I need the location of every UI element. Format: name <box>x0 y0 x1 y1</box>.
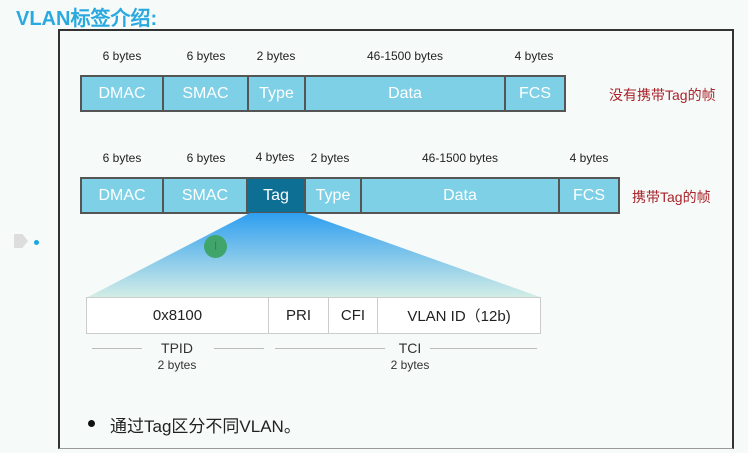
tpid-size: 2 bytes <box>157 358 197 372</box>
field-dmac: DMAC <box>80 177 164 214</box>
field-fcs: FCS <box>504 75 566 112</box>
field-vlan-id: VLAN ID（12b) <box>377 297 541 334</box>
field-pri: PRI <box>268 297 329 334</box>
size-label: 6 bytes <box>186 151 226 165</box>
page-title: VLAN标签介绍: <box>16 8 158 30</box>
field-fcs: FCS <box>558 177 620 214</box>
side-marker <box>14 234 28 248</box>
field-cfi: CFI <box>328 297 378 334</box>
cursor-highlight: I <box>204 235 227 258</box>
size-label: 6 bytes <box>102 49 142 63</box>
size-label: 6 bytes <box>102 151 142 165</box>
untagged-caption: 没有携带Tag的帧 <box>609 87 716 103</box>
field-data: Data <box>360 177 560 214</box>
tpid-value: 0x8100 <box>86 297 269 334</box>
size-label: 4 bytes <box>255 150 295 164</box>
size-label: 6 bytes <box>186 49 226 63</box>
field-data: Data <box>304 75 506 112</box>
size-label: 46-1500 bytes <box>421 151 499 165</box>
tci-arrow-left <box>275 348 385 349</box>
side-dot <box>34 240 39 245</box>
tagged-caption: 携带Tag的帧 <box>632 189 711 205</box>
field-type: Type <box>304 177 362 214</box>
tci-arrow-right <box>430 348 537 349</box>
tci-size: 2 bytes <box>390 358 430 372</box>
tpid-arrow-right <box>214 348 264 349</box>
size-label: 2 bytes <box>310 151 350 165</box>
field-dmac: DMAC <box>80 75 164 112</box>
tpid-label: TPID <box>161 340 193 356</box>
diagram-frame <box>58 29 734 449</box>
field-smac: SMAC <box>162 177 248 214</box>
size-label: 46-1500 bytes <box>366 49 444 63</box>
size-label: 4 bytes <box>514 49 554 63</box>
bullet-text: 通过Tag区分不同VLAN。 <box>110 417 301 436</box>
size-label: 2 bytes <box>256 49 296 63</box>
field-tag: Tag <box>246 177 306 214</box>
bullet-dot <box>88 420 95 427</box>
tpid-arrow-left <box>92 348 142 349</box>
tci-label: TCI <box>398 340 422 356</box>
size-label: 4 bytes <box>569 151 609 165</box>
